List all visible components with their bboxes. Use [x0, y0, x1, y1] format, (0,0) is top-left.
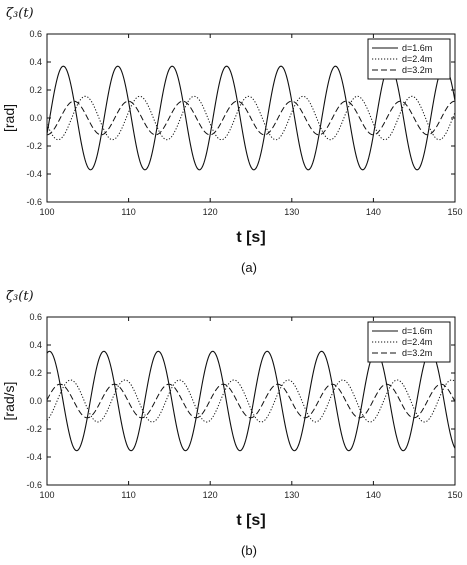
y-tick-label: -0.6 — [26, 197, 42, 207]
series-line-d-3-2m — [46, 383, 456, 419]
legend-entry: d=2.4m — [402, 54, 432, 64]
chart-panel-b: ζ̇₃(t) 0.6 0.4 0.2 0.0 -0.2 -0.4 -0.6 100 110 120 1… — [0, 283, 467, 565]
legend: d=1.6md=2.4md=3.2m — [367, 321, 451, 363]
y-tick-label: 0.6 — [29, 312, 42, 322]
y-tick-label: -0.6 — [26, 480, 42, 490]
x-tick-label: 100 — [39, 207, 54, 217]
series-line-d-3-2m — [46, 100, 456, 136]
legend: d=1.6md=2.4md=3.2m — [367, 38, 451, 80]
x-axis-label: t [s] — [236, 512, 265, 529]
x-tick-label: 150 — [447, 207, 462, 217]
x-tick-label: 120 — [203, 207, 218, 217]
x-tick-label: 140 — [366, 207, 381, 217]
legend-entry: d=1.6m — [402, 326, 432, 336]
series-line-d-1-6m — [46, 350, 456, 452]
series-line-d-2-4m — [46, 379, 456, 423]
y-tick-label: 0.0 — [29, 113, 42, 123]
y-tick-label: 0.2 — [29, 368, 42, 378]
legend-entry: d=1.6m — [402, 43, 432, 53]
figure-caption: (a) — [241, 260, 257, 275]
series-group — [46, 65, 456, 171]
x-tick-label: 130 — [284, 490, 299, 500]
figure-caption: (b) — [241, 543, 257, 558]
chart-title: ζ̇₃(t) — [6, 289, 34, 304]
y-axis-label: [rad] — [1, 104, 17, 132]
chart-panel-a: ζ₃(t) 0.6 0.4 0.2 0.0 -0.2 -0.4 -0.6 100 110 120 13… — [0, 0, 467, 282]
x-tick-label: 100 — [39, 490, 54, 500]
y-tick-label: -0.2 — [26, 141, 42, 151]
x-tick-label: 120 — [203, 490, 218, 500]
y-tick-label: 0.0 — [29, 396, 42, 406]
series-group — [46, 350, 456, 452]
y-axis-label: [rad/s] — [1, 382, 17, 421]
x-tick-label: 110 — [121, 490, 135, 500]
y-tick-label: 0.6 — [29, 29, 42, 39]
x-tick-label: 140 — [366, 490, 381, 500]
y-tick-label: 0.4 — [29, 57, 42, 67]
y-tick-label: 0.2 — [29, 85, 42, 95]
legend-entry: d=2.4m — [402, 337, 432, 347]
x-tick-label: 110 — [121, 207, 135, 217]
legend-entry: d=3.2m — [402, 348, 432, 358]
chart-title: ζ₃(t) — [6, 6, 34, 21]
y-tick-label: 0.4 — [29, 340, 42, 350]
y-tick-label: -0.4 — [26, 452, 42, 462]
legend-entry: d=3.2m — [402, 65, 432, 75]
series-line-d-2-4m — [46, 95, 456, 141]
x-axis-label: t [s] — [236, 229, 265, 246]
y-tick-label: -0.2 — [26, 424, 42, 434]
y-tick-label: -0.4 — [26, 169, 42, 179]
x-tick-label: 150 — [447, 490, 462, 500]
x-tick-label: 130 — [284, 207, 299, 217]
